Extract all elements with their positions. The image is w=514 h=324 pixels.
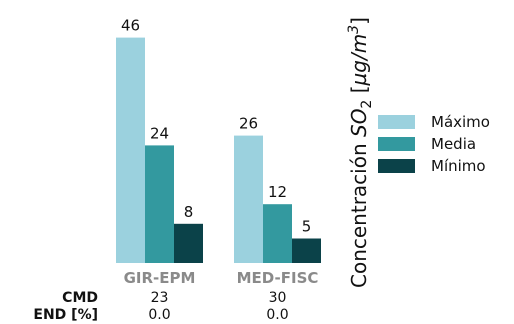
legend-label: Mínimo (431, 157, 486, 175)
stat-value: 30 (269, 290, 287, 306)
legend-label: Máximo (431, 113, 490, 131)
data-label: 8 (184, 203, 194, 221)
stat-row-label: CMD (62, 290, 98, 306)
legend-swatch (378, 115, 415, 129)
legend-label: Media (431, 135, 476, 153)
legend: Máximo Media Mínimo (378, 113, 490, 175)
stat-value: 0.0 (148, 307, 170, 323)
legend-swatch (378, 159, 415, 173)
data-label: 24 (150, 124, 169, 142)
data-label: 5 (302, 218, 312, 236)
stat-value: 0.0 (266, 307, 288, 323)
bar-gir-epm-minimo (174, 223, 203, 263)
category-ticks-group: GIR-EPM MED-FISC (124, 269, 319, 287)
data-label: 12 (268, 183, 287, 201)
data-labels-group: 46 24 8 26 12 5 (121, 17, 311, 236)
bar-med-fisc-minimo (292, 238, 321, 263)
data-label: 26 (239, 115, 258, 133)
data-label: 46 (121, 17, 140, 35)
bar-gir-epm-maximo (116, 37, 145, 263)
bar-gir-epm-media (145, 145, 174, 263)
category-tick-label: MED-FISC (237, 269, 319, 287)
bar-med-fisc-media (263, 204, 292, 263)
stat-value: 23 (151, 290, 169, 306)
y-axis-label: Concentración SO2 [µg/m3] (346, 17, 375, 288)
category-tick-label: GIR-EPM (124, 269, 196, 287)
legend-swatch (378, 137, 415, 151)
bar-med-fisc-maximo (234, 135, 263, 263)
bars-group (116, 37, 321, 263)
stat-row-label: END [%] (33, 307, 98, 323)
